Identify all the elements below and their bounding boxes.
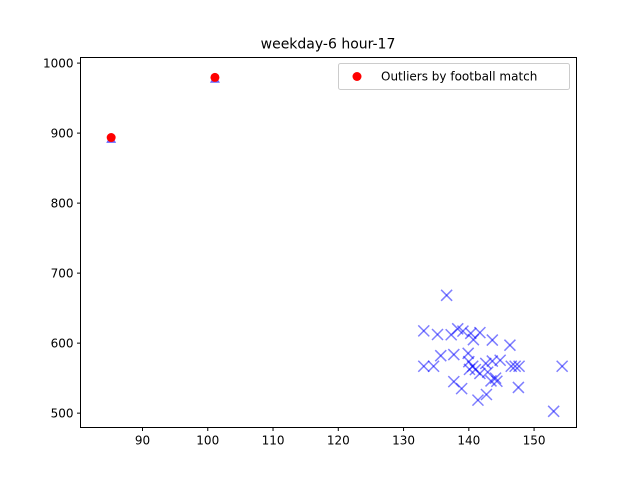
cross-stroke bbox=[427, 360, 440, 373]
cross-point bbox=[556, 360, 569, 373]
cross-stroke bbox=[494, 354, 507, 367]
x-tick-label: 110 bbox=[262, 434, 285, 448]
cross-stroke bbox=[417, 324, 430, 337]
x-tick-label: 150 bbox=[523, 434, 546, 448]
cross-stroke bbox=[451, 322, 464, 335]
cross-point bbox=[434, 349, 447, 362]
cross-point bbox=[471, 394, 484, 407]
cross-stroke bbox=[490, 375, 503, 388]
cross-stroke bbox=[431, 328, 444, 341]
cross-point bbox=[447, 375, 460, 388]
x-tick-label: 100 bbox=[196, 434, 219, 448]
x-tick-label: 120 bbox=[327, 434, 350, 448]
cross-stroke bbox=[480, 388, 493, 401]
axes-layer: 90 100 110 120 130 140 150 500 600 700 800 900 1000 bbox=[43, 56, 577, 448]
chart-title: weekday-6 hour-17 bbox=[261, 37, 396, 53]
cross-point bbox=[456, 325, 469, 338]
x-tick-label: 130 bbox=[392, 434, 415, 448]
legend: Outliers by football match bbox=[338, 63, 570, 90]
legend-box bbox=[338, 63, 570, 90]
y-tick-label: 700 bbox=[51, 266, 74, 280]
cross-stroke bbox=[484, 374, 498, 387]
cross-stroke bbox=[509, 360, 522, 373]
cross-stroke bbox=[455, 382, 468, 395]
cross-point bbox=[473, 326, 486, 339]
cross-point bbox=[480, 388, 493, 401]
legend-marker-outliers bbox=[352, 72, 362, 81]
cross-stroke bbox=[486, 334, 499, 347]
cross-point bbox=[484, 374, 498, 387]
cross-point bbox=[513, 360, 526, 373]
y-tick-label: 800 bbox=[51, 196, 74, 210]
cross-stroke bbox=[556, 360, 569, 373]
cross-point bbox=[417, 324, 430, 337]
cross-stroke bbox=[466, 360, 479, 373]
cross-point bbox=[440, 289, 453, 302]
marks-layer bbox=[106, 72, 569, 418]
y-tick-label: 600 bbox=[51, 336, 74, 350]
x-tick-label: 140 bbox=[457, 434, 480, 448]
plot-frame bbox=[80, 57, 577, 428]
cross-point bbox=[447, 348, 460, 361]
cross-stroke bbox=[473, 326, 486, 339]
cross-stroke bbox=[464, 327, 477, 340]
y-tick-label: 500 bbox=[51, 406, 74, 420]
cross-point bbox=[512, 381, 525, 394]
cross-point bbox=[490, 375, 503, 388]
cross-point bbox=[503, 339, 516, 352]
cross-stroke bbox=[447, 348, 460, 361]
cross-point bbox=[466, 360, 479, 373]
y-tick-label: 900 bbox=[51, 126, 74, 140]
cross-stroke bbox=[434, 349, 447, 362]
legend-label-outliers: Outliers by football match bbox=[381, 70, 537, 84]
cross-point bbox=[547, 405, 560, 418]
cross-stroke bbox=[456, 325, 469, 338]
cross-point bbox=[486, 334, 499, 347]
cross-stroke bbox=[471, 394, 484, 407]
cross-stroke bbox=[481, 366, 494, 379]
cross-stroke bbox=[447, 375, 460, 388]
cross-point bbox=[494, 354, 507, 367]
cross-point bbox=[431, 328, 444, 341]
cross-point bbox=[427, 360, 440, 373]
cross-stroke bbox=[513, 360, 526, 373]
cross-point bbox=[509, 360, 522, 373]
y-tick-label: 1000 bbox=[43, 56, 74, 70]
cross-stroke bbox=[512, 381, 525, 394]
x-tick-label: 90 bbox=[135, 434, 150, 448]
cross-stroke bbox=[440, 289, 453, 302]
cross-point bbox=[417, 360, 430, 373]
cross-stroke bbox=[547, 405, 560, 418]
cross-stroke bbox=[417, 360, 430, 373]
cross-stroke bbox=[503, 339, 516, 352]
outlier-point bbox=[106, 133, 116, 143]
cross-point bbox=[464, 327, 477, 340]
outlier-point bbox=[210, 72, 220, 82]
cross-stroke bbox=[486, 355, 499, 368]
